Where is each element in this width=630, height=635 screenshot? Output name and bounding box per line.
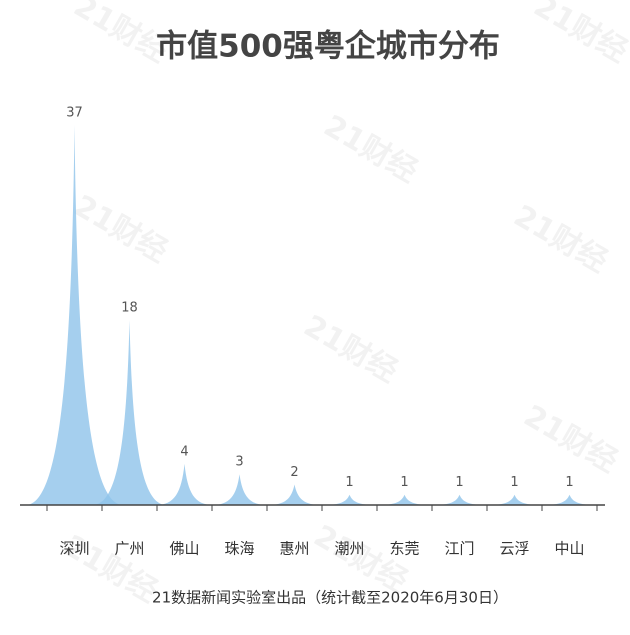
x-tick-label: 广州	[114, 540, 144, 558]
watermark: 21财经	[68, 189, 174, 270]
peak	[267, 484, 322, 505]
peak	[322, 494, 377, 505]
peaks	[25, 125, 597, 505]
value-label: 3	[235, 455, 243, 470]
value-label: 18	[121, 301, 138, 316]
peak	[432, 494, 487, 505]
watermark: 21财经	[68, 0, 174, 70]
value-label: 1	[565, 475, 573, 490]
x-tick-label: 潮州	[334, 540, 364, 558]
value-label: 1	[345, 475, 353, 490]
watermark: 21财经	[518, 399, 624, 480]
value-label: 1	[400, 475, 408, 490]
x-tick-label: 东莞	[389, 540, 419, 558]
value-label: 1	[510, 475, 518, 490]
watermark: 21财经	[298, 309, 404, 390]
peak	[542, 494, 597, 505]
peak	[377, 494, 432, 505]
value-label: 2	[290, 465, 298, 480]
x-tick-label: 中山	[554, 540, 584, 558]
value-label: 37	[66, 106, 83, 121]
peak	[92, 320, 167, 505]
peak	[156, 463, 213, 505]
x-tick-label: 佛山	[169, 540, 199, 558]
x-tick-label: 云浮	[499, 540, 529, 558]
watermark: 21财经	[318, 109, 424, 190]
peak	[25, 125, 124, 505]
peak	[487, 494, 542, 505]
value-label: 1	[455, 475, 463, 490]
source-note: 21数据新闻实验室出品（统计截至2020年6月30日）	[152, 589, 508, 607]
peak	[211, 474, 268, 505]
watermark: 21财经	[508, 199, 614, 280]
x-tick-label: 深圳	[59, 540, 89, 558]
chart-title: 市值500强粤企城市分布	[156, 29, 500, 65]
x-tick-label: 江门	[444, 540, 474, 558]
value-label: 4	[180, 444, 188, 459]
x-tick-label: 珠海	[224, 540, 254, 558]
x-tick-label: 惠州	[279, 540, 309, 558]
watermark: 21财经	[528, 0, 630, 70]
